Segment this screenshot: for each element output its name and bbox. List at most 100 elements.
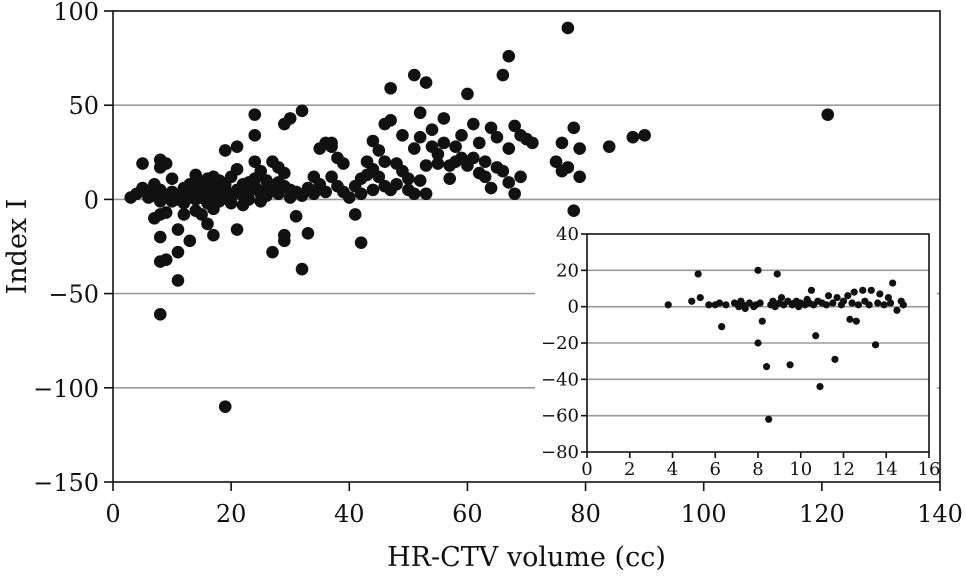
inset-data-point xyxy=(899,301,907,309)
data-point xyxy=(602,140,616,153)
data-point xyxy=(325,136,338,150)
inset-x-tick-label: 16 xyxy=(918,459,941,480)
x-tick-label: 100 xyxy=(681,500,727,528)
data-point xyxy=(431,157,445,170)
inset-data-point xyxy=(844,292,852,300)
inset-y-tick-label: 0 xyxy=(568,297,579,318)
data-point xyxy=(555,136,569,150)
data-point xyxy=(248,155,262,169)
data-point xyxy=(413,130,427,144)
x-tick-label: 120 xyxy=(799,500,845,528)
data-point xyxy=(449,140,462,153)
inset-data-point xyxy=(886,299,895,307)
data-point xyxy=(384,113,397,127)
data-point xyxy=(472,136,486,150)
y-tick-label: 0 xyxy=(84,186,99,214)
data-point xyxy=(295,262,309,276)
inset-data-point xyxy=(715,299,724,307)
data-point xyxy=(502,142,516,155)
inset-x-tick-label: 6 xyxy=(710,459,721,480)
data-point xyxy=(230,162,244,176)
data-point xyxy=(207,228,220,242)
data-point xyxy=(402,172,415,185)
data-point xyxy=(514,170,527,184)
inset-data-point xyxy=(718,323,726,331)
inset-y-tick-label: −80 xyxy=(541,442,579,463)
inset-data-point xyxy=(741,304,749,313)
inset-data-point xyxy=(831,355,839,363)
data-point xyxy=(478,170,492,184)
data-point xyxy=(153,308,167,321)
data-point xyxy=(348,208,362,221)
data-point xyxy=(366,134,380,148)
data-point xyxy=(319,185,332,199)
y-tick-label: 50 xyxy=(68,92,99,120)
data-point xyxy=(431,147,445,161)
inset-data-point xyxy=(859,286,867,294)
inset-data-point xyxy=(754,266,762,274)
inset-data-point xyxy=(722,301,730,309)
inset-data-point xyxy=(777,293,786,302)
x-tick-label: 40 xyxy=(334,500,365,528)
data-point xyxy=(266,245,279,259)
inset-plot-frame xyxy=(586,233,930,453)
data-point xyxy=(821,108,835,121)
y-tick-label: −100 xyxy=(33,375,99,403)
data-point xyxy=(508,119,521,133)
x-tick-label: 140 xyxy=(917,500,963,528)
data-point xyxy=(508,187,521,201)
data-point xyxy=(171,274,185,287)
data-point xyxy=(224,196,238,210)
data-point xyxy=(307,187,321,201)
inset-y-tick-label: −40 xyxy=(541,369,579,390)
inset-data-point xyxy=(773,270,781,278)
inset-data-point xyxy=(664,301,672,309)
inset-axis-ticks xyxy=(581,233,930,458)
inset-data-point xyxy=(833,293,841,302)
inset-data-point xyxy=(865,301,873,309)
data-point xyxy=(455,129,468,142)
inset-data-point xyxy=(889,279,897,287)
inset-background xyxy=(535,224,937,479)
data-point xyxy=(171,223,185,236)
data-point xyxy=(325,170,338,184)
data-point xyxy=(278,234,291,248)
inset-data-point xyxy=(893,306,901,314)
inset-data-point xyxy=(846,315,854,323)
inset-chart: −80 −60 −40 −20 0 20 40 0 2 4 6 8 10 12 14 16 xyxy=(535,224,940,480)
main-plot-frame xyxy=(112,10,941,483)
inset-data-point xyxy=(756,299,764,307)
data-point xyxy=(413,174,427,187)
data-point xyxy=(526,136,539,150)
data-point xyxy=(467,151,480,165)
data-point xyxy=(301,227,315,240)
data-point xyxy=(366,183,380,197)
main-data-points xyxy=(124,21,835,413)
data-point xyxy=(396,129,409,142)
data-point xyxy=(419,187,433,201)
inset-data-point xyxy=(822,301,831,309)
inset-data-point xyxy=(765,415,773,423)
inset-data-point xyxy=(880,301,888,309)
inset-data-point xyxy=(807,286,816,294)
x-tick-label: 0 xyxy=(105,500,120,528)
data-point xyxy=(201,217,214,231)
data-point xyxy=(218,400,232,413)
data-point xyxy=(378,155,392,169)
inset-data-point xyxy=(829,299,837,307)
data-point xyxy=(407,142,421,155)
inset-data-points xyxy=(664,266,907,423)
data-point xyxy=(136,157,149,170)
data-point xyxy=(283,112,297,125)
inset-y-tick-label: −60 xyxy=(541,406,579,427)
data-point xyxy=(484,121,498,135)
data-point xyxy=(573,142,586,155)
data-point xyxy=(502,49,516,63)
data-point xyxy=(437,112,451,125)
data-point xyxy=(372,144,386,157)
inset-x-tick-label: 0 xyxy=(581,459,592,480)
data-point xyxy=(549,155,563,169)
inset-x-tick-label: 12 xyxy=(832,459,855,480)
data-point xyxy=(626,130,640,144)
data-point xyxy=(342,191,356,204)
